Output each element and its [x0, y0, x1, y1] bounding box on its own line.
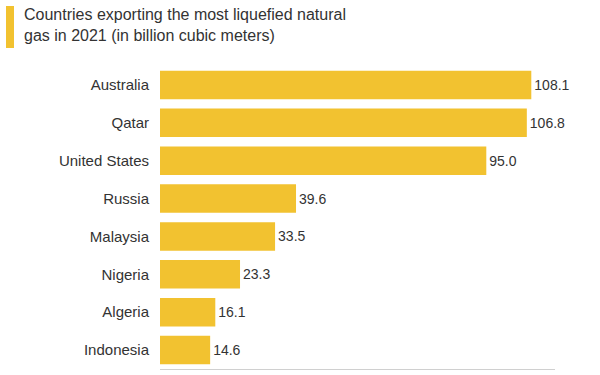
svg-text:39.6: 39.6: [299, 191, 326, 207]
svg-text:33.5: 33.5: [278, 228, 305, 244]
svg-text:Algeria: Algeria: [102, 303, 149, 320]
svg-text:Nigeria: Nigeria: [101, 266, 149, 283]
html-text:Countries exporting the most l: Countries exporting the most liquefied n…: [24, 6, 346, 44]
svg-text:Russia: Russia: [103, 190, 150, 207]
svg-text:16.1: 16.1: [218, 304, 245, 320]
svg-text:106.8: 106.8: [530, 115, 565, 131]
svg-text:Qatar: Qatar: [111, 114, 149, 131]
svg-text:Malaysia: Malaysia: [90, 228, 150, 245]
svg-text:Indonesia: Indonesia: [84, 341, 150, 358]
svg-text:14.6: 14.6: [213, 342, 240, 358]
svg-text:95.0: 95.0: [489, 153, 516, 169]
svg-text:Australia: Australia: [91, 76, 150, 93]
svg-text:108.1: 108.1: [534, 77, 569, 93]
svg-text:23.3: 23.3: [243, 266, 270, 282]
svg-text:United States: United States: [59, 152, 149, 169]
